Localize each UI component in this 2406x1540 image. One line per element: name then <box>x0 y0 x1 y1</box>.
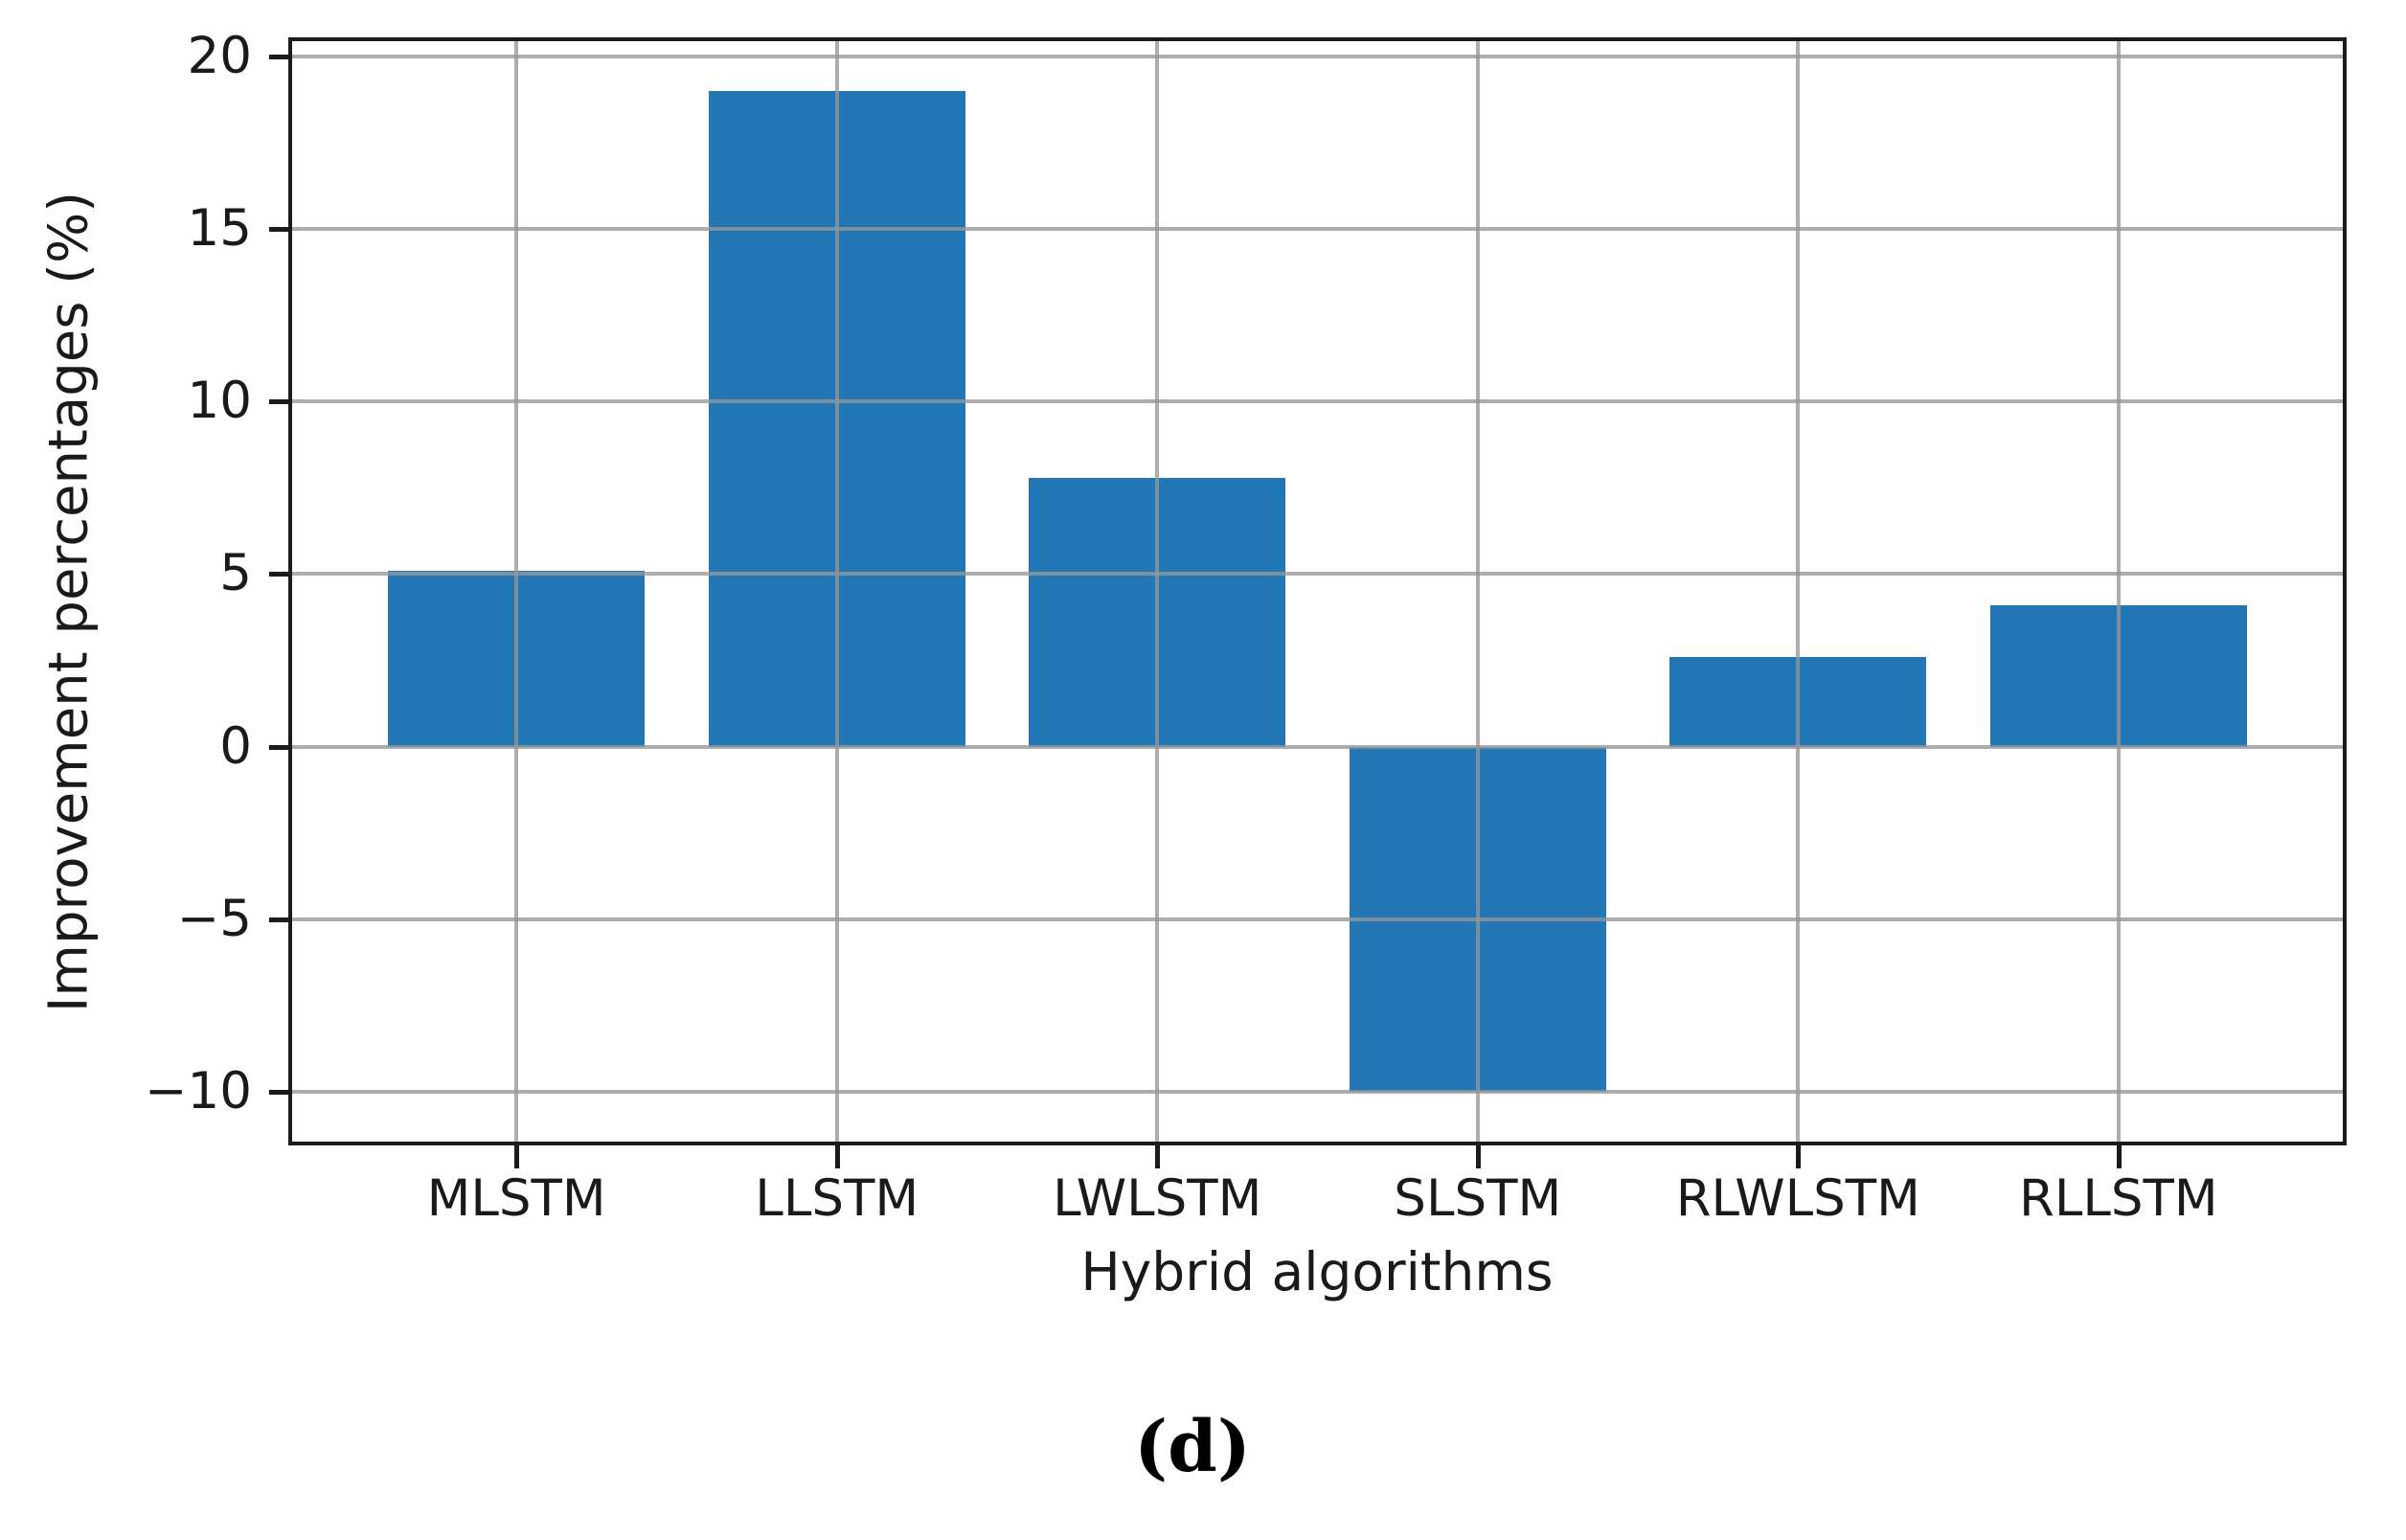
x-tick-mark <box>1475 1145 1481 1168</box>
x-tick-mark <box>2116 1145 2122 1168</box>
x-tick-label: LWLSTM <box>1053 1169 1262 1228</box>
x-tick-label: RLWLSTM <box>1675 1169 1920 1228</box>
y-tick-label: 15 <box>187 199 252 259</box>
y-tick-label: 0 <box>219 716 252 776</box>
x-tick-label: SLSTM <box>1394 1169 1562 1228</box>
x-gridline <box>834 41 839 1142</box>
y-tick-mark <box>269 572 292 578</box>
x-axis-label: Hybrid algorithms <box>1080 1241 1554 1302</box>
y-tick-label: 20 <box>187 27 252 86</box>
x-tick-label: RLLSTM <box>2019 1169 2218 1228</box>
x-tick-label: MLSTM <box>426 1169 606 1228</box>
y-tick-mark <box>269 744 292 750</box>
y-tick-mark <box>269 55 292 60</box>
y-tick-mark <box>269 399 292 405</box>
y-gridline <box>292 227 2343 232</box>
x-tick-mark <box>1155 1145 1161 1168</box>
x-gridline <box>1475 41 1480 1142</box>
x-gridline <box>2116 41 2121 1142</box>
x-tick-mark <box>514 1145 520 1168</box>
y-gridline <box>292 1089 2343 1094</box>
y-tick-mark <box>269 1089 292 1095</box>
y-tick-label: 10 <box>187 372 252 431</box>
y-tick-label: −10 <box>145 1061 252 1121</box>
x-gridline <box>514 41 519 1142</box>
x-tick-mark <box>834 1145 840 1168</box>
figure-caption: (d) <box>1134 1406 1251 1488</box>
y-tick-mark <box>269 227 292 233</box>
x-tick-mark <box>1796 1145 1802 1168</box>
y-tick-label: 5 <box>219 544 252 603</box>
y-gridline <box>292 55 2343 59</box>
y-tick-mark <box>269 917 292 922</box>
x-gridline <box>1796 41 1801 1142</box>
y-gridline <box>292 744 2343 749</box>
y-tick-label: −5 <box>176 889 252 948</box>
y-gridline <box>292 572 2343 577</box>
y-gridline <box>292 917 2343 921</box>
x-tick-label: LLSTM <box>755 1169 919 1228</box>
y-gridline <box>292 399 2343 404</box>
x-gridline <box>1155 41 1160 1142</box>
